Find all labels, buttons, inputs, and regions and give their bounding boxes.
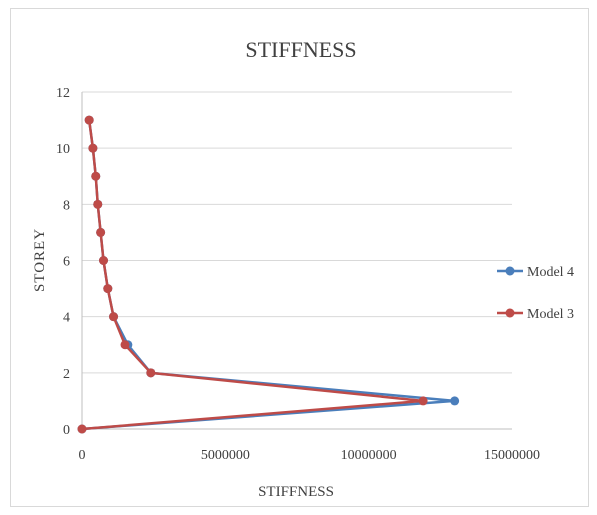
data-point-model-3 (99, 256, 108, 265)
data-point-model-3 (93, 199, 103, 209)
series-line-model-4 (81, 119, 456, 431)
data-point-model-3 (91, 171, 101, 181)
x-tick-label: 0 (79, 448, 86, 463)
gridlines (82, 91, 512, 374)
legend: Model 4 Model 3 (497, 265, 574, 322)
legend-item-model-4: Model 4 (497, 265, 574, 280)
axes (81, 92, 512, 430)
data-point-model-3 (146, 368, 156, 378)
y-tick-label: 10 (56, 142, 70, 157)
series-line-model-3 (81, 119, 425, 431)
legend-label: Model 3 (527, 307, 574, 322)
data-point-model-4 (450, 396, 460, 406)
data-point-model-3 (77, 424, 87, 434)
data-point-model-3 (109, 312, 119, 322)
y-axis-title: STOREY (32, 228, 48, 292)
data-point-model-3 (120, 340, 130, 350)
data-point-model-3 (88, 143, 98, 153)
x-axis-title: STIFFNESS (258, 484, 334, 500)
y-tick-label: 4 (63, 311, 70, 326)
data-point-model-3 (84, 115, 94, 125)
x-tick-label: 15000000 (484, 448, 540, 463)
data-point-model-3 (96, 227, 106, 237)
x-tick-label: 10000000 (341, 448, 397, 463)
data-point-model-3 (103, 284, 113, 294)
legend-item-model-3: Model 3 (497, 307, 574, 322)
x-tick-label: 5000000 (201, 448, 250, 463)
data-point-model-3 (418, 396, 428, 406)
legend-swatch-marker (505, 266, 515, 276)
y-tick-label: 6 (63, 255, 70, 270)
y-tick-label: 12 (56, 86, 70, 101)
legend-swatch-marker (505, 308, 515, 318)
y-tick-label: 0 (63, 423, 70, 438)
series-group (77, 115, 460, 434)
tick-labels: 0 2 4 6 8 10 12 0 5000000 10000000 15000000 (56, 86, 540, 463)
chart-title: STIFFNESS (245, 37, 356, 62)
legend-label: Model 4 (527, 265, 574, 280)
y-tick-label: 2 (63, 367, 70, 382)
y-tick-label: 8 (63, 198, 70, 213)
